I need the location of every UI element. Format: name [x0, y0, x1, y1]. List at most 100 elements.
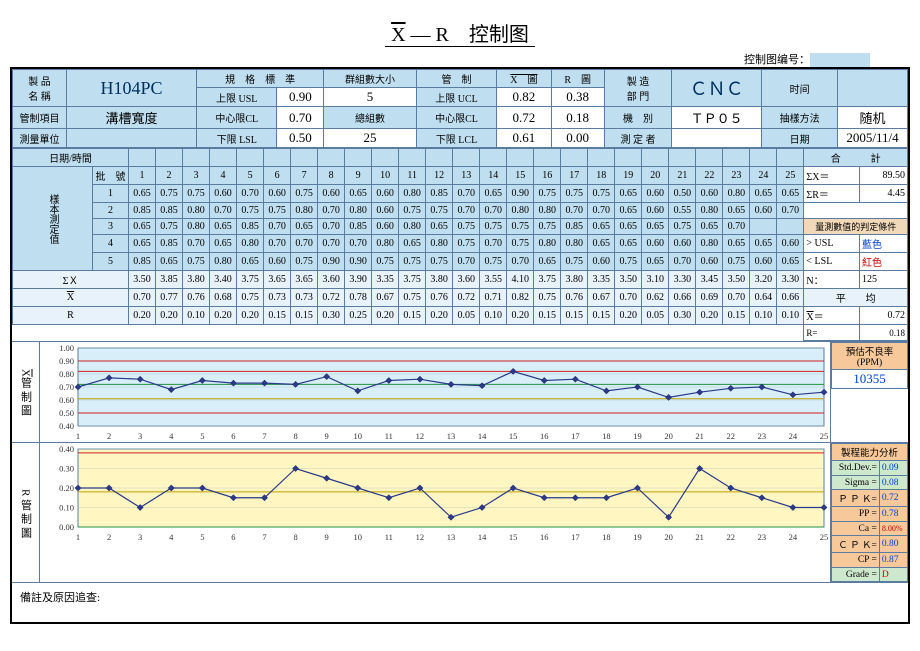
- sample: 0.65: [777, 185, 804, 203]
- sample: 0.90: [345, 253, 372, 271]
- cap-k: CP =: [832, 553, 880, 568]
- sample: 0.60: [696, 253, 723, 271]
- xbar: 0.62: [642, 289, 669, 307]
- r: 0.20: [507, 307, 534, 325]
- svg-text:0.70: 0.70: [59, 382, 74, 392]
- r: 0.10: [183, 307, 210, 325]
- date-cell: [777, 149, 804, 167]
- svg-text:7: 7: [262, 532, 266, 542]
- svg-text:25: 25: [820, 532, 829, 542]
- cap-v: D: [879, 567, 907, 582]
- cap-lbl: 製程能力分析: [832, 444, 908, 461]
- svg-text:17: 17: [571, 532, 580, 542]
- mach: ＴＰ０５: [672, 107, 762, 129]
- sample: 0.75: [588, 185, 615, 203]
- note-n: N：: [804, 271, 860, 289]
- remarks: 備註及原因追查:: [12, 582, 908, 622]
- xchart-wrap: X 管 制 圖 0.400.500.600.700.800.901.001234…: [12, 341, 908, 442]
- svg-text:5: 5: [200, 431, 204, 441]
- dept-lbl1: 製 造: [627, 77, 650, 88]
- svg-text:0.00: 0.00: [59, 522, 74, 532]
- sample: 0.70: [264, 235, 291, 253]
- sample: 0.55: [669, 203, 696, 219]
- sample: 0.75: [399, 203, 426, 219]
- totals-hj: 合 計: [804, 149, 908, 167]
- svg-text:16: 16: [540, 532, 549, 542]
- xbar: 0.66: [777, 289, 804, 307]
- control-chart-sheet: 製 品名 稱 H104PC 規 格 標 準 群組數大小 管 制 X 圖 R 圖 …: [10, 67, 910, 624]
- data-table: 日期/時間合 計樣本測定值批 號123456789101112131415161…: [12, 148, 908, 341]
- sample: 0.60: [750, 203, 777, 219]
- sample: 0.65: [345, 185, 372, 203]
- sample: 0.70: [291, 235, 318, 253]
- sample: 0.70: [453, 253, 480, 271]
- sample: 0.65: [426, 219, 453, 235]
- x-cl: 0.72: [497, 107, 551, 129]
- sample: 0.60: [588, 253, 615, 271]
- sample: 0.70: [480, 235, 507, 253]
- sample: 0.70: [723, 219, 750, 235]
- svg-text:11: 11: [385, 431, 393, 441]
- title-x: X: [391, 24, 405, 46]
- sample: 0.75: [480, 219, 507, 235]
- svg-text:8: 8: [293, 532, 297, 542]
- col-num: 4: [210, 167, 237, 185]
- ucl-lbl: 上限 UCL: [416, 88, 496, 107]
- sample: 0.70: [318, 203, 345, 219]
- col-num: 10: [372, 167, 399, 185]
- xbar: 0.75: [534, 289, 561, 307]
- sumx: 3.65: [291, 271, 318, 289]
- sample: [750, 219, 777, 235]
- svg-text:21: 21: [695, 532, 704, 542]
- r: 0.15: [723, 307, 750, 325]
- cap-v: 0.78: [879, 507, 907, 522]
- sumx: 4.10: [507, 271, 534, 289]
- svg-text:2: 2: [107, 532, 111, 542]
- sumx: 3.40: [210, 271, 237, 289]
- svg-text:0.50: 0.50: [59, 408, 74, 418]
- sample: 0.90: [507, 185, 534, 203]
- header-table: 製 品名 稱 H104PC 規 格 標 準 群組數大小 管 制 X 圖 R 圖 …: [12, 69, 908, 148]
- col-num: 20: [642, 167, 669, 185]
- xbar: 0.64: [750, 289, 777, 307]
- unit: [67, 129, 197, 148]
- r: 0.20: [129, 307, 156, 325]
- svg-text:22: 22: [727, 431, 736, 441]
- date-cell: [642, 149, 669, 167]
- svg-text:9: 9: [325, 431, 329, 441]
- cap-v: 8.00%: [879, 521, 907, 536]
- sample: 0.75: [291, 185, 318, 203]
- sample: 0.70: [588, 203, 615, 219]
- svg-text:23: 23: [758, 431, 767, 441]
- usl-lbl: 上限 USL: [197, 88, 277, 107]
- svg-text:7: 7: [262, 431, 266, 441]
- x-ucl: 0.82: [497, 88, 551, 107]
- sample: 0.75: [156, 185, 183, 203]
- sample: 0.75: [156, 219, 183, 235]
- svg-text:17: 17: [571, 431, 580, 441]
- svg-text:10: 10: [354, 431, 363, 441]
- sample: 0.85: [156, 203, 183, 219]
- svg-text:18: 18: [602, 532, 611, 542]
- sample: 0.85: [426, 185, 453, 203]
- sample: 0.70: [507, 253, 534, 271]
- r-lbl: R: [13, 307, 129, 325]
- xbar: 0.66: [669, 289, 696, 307]
- sample: 0.70: [561, 203, 588, 219]
- svg-text:15: 15: [509, 532, 517, 542]
- col-num: 6: [264, 167, 291, 185]
- svg-text:20: 20: [664, 532, 673, 542]
- sample: 0.75: [534, 185, 561, 203]
- cap-v: 0.87: [879, 553, 907, 568]
- sample: 0.65: [696, 219, 723, 235]
- note-lsl: < LSL: [804, 253, 860, 271]
- unit-lbl: 測量單位: [13, 129, 67, 148]
- date-cell: [372, 149, 399, 167]
- sample: 0.65: [588, 235, 615, 253]
- sx-val: 89.50: [859, 167, 907, 185]
- row-num: 2: [93, 203, 129, 219]
- sample: 0.65: [210, 219, 237, 235]
- sample: 0.60: [210, 185, 237, 203]
- date-cell: [237, 149, 264, 167]
- sumx: 3.55: [480, 271, 507, 289]
